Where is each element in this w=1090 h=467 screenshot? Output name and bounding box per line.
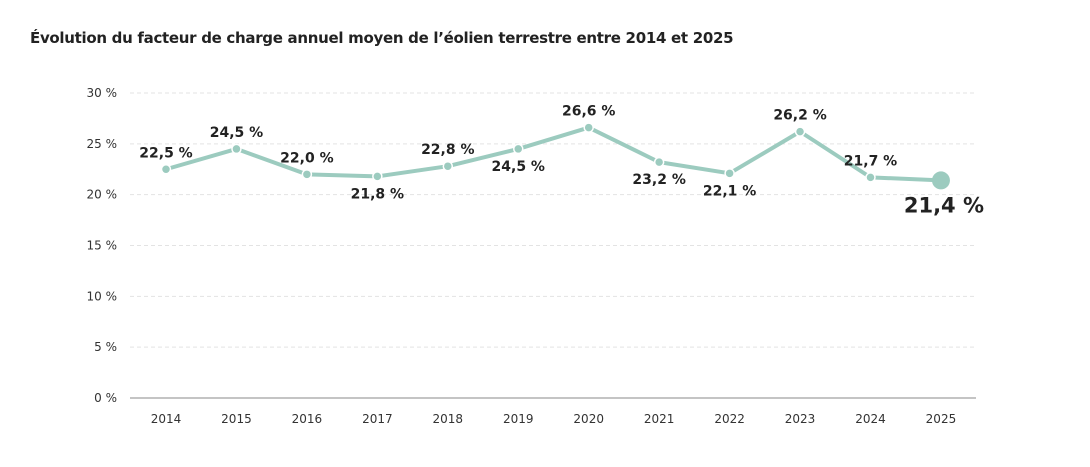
x-tick-label: 2025 [926, 412, 957, 426]
x-tick-label: 2022 [714, 412, 745, 426]
x-tick-label: 2017 [362, 412, 393, 426]
data-point [442, 160, 454, 172]
data-point [794, 126, 806, 137]
x-tick-label: 2015 [221, 412, 252, 426]
chart-title: Évolution du facteur de charge annuel mo… [30, 29, 734, 47]
data-label: 26,2 % [773, 108, 826, 124]
data-point [231, 143, 242, 155]
x-tick-label: 2023 [785, 412, 816, 426]
y-tick-label: 25 % [87, 137, 118, 151]
x-tick-label: 2016 [292, 412, 323, 426]
data-point [372, 171, 383, 182]
series-line [165, 125, 942, 183]
x-tick-label: 2021 [644, 412, 675, 426]
y-tick-label: 15 % [87, 239, 118, 253]
data-label: 21,4 % [904, 193, 984, 217]
x-tick-label: 2024 [855, 412, 886, 426]
data-point [583, 122, 594, 133]
data-label: 22,8 % [421, 142, 474, 158]
x-tick-label: 2020 [573, 412, 604, 426]
data-label: 24,5 % [492, 159, 545, 175]
y-tick-label: 30 % [87, 86, 118, 100]
x-tick-label: 2018 [433, 412, 464, 426]
data-point [865, 172, 876, 183]
data-label: 22,1 % [703, 183, 756, 199]
data-point [160, 164, 172, 175]
data-label: 23,2 % [632, 172, 685, 188]
y-tick-label: 20 % [87, 188, 118, 202]
data-label: 26,6 % [562, 104, 615, 120]
data-point [724, 168, 735, 179]
data-point [301, 169, 313, 180]
x-tick-label: 2014 [151, 412, 182, 426]
data-label: 22,5 % [139, 145, 192, 161]
data-label: 22,0 % [280, 150, 333, 166]
y-tick-label: 0 % [94, 391, 117, 405]
x-tick-label: 2019 [503, 412, 534, 426]
y-tick-label: 5 % [94, 340, 117, 354]
data-point [513, 143, 524, 155]
data-label: 24,5 % [210, 125, 263, 141]
data-label: 21,7 % [844, 153, 897, 169]
data-point [931, 171, 950, 190]
y-tick-label: 10 % [87, 289, 118, 303]
data-label: 21,8 % [351, 186, 404, 202]
data-point [653, 156, 665, 168]
